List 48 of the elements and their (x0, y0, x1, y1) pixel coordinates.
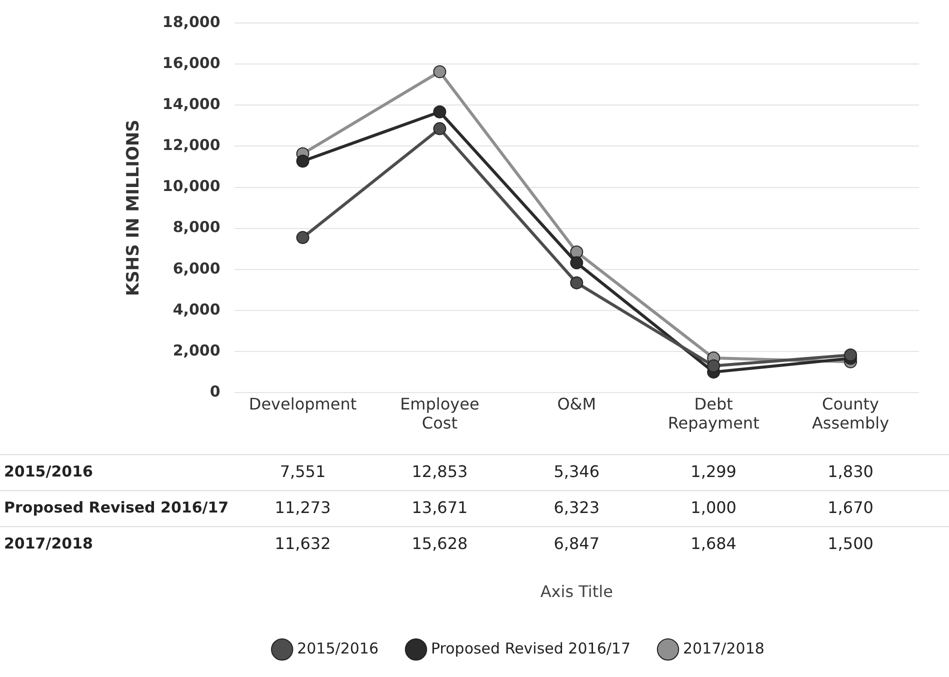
y-tick-label: 4,000 (172, 300, 220, 318)
x-tick-label: Development (248, 394, 357, 414)
data-label: 15,628 (412, 534, 468, 553)
data-label: 1,684 (690, 534, 736, 553)
x-tick-label: Employee Cost (400, 394, 480, 433)
y-axis-title: KSHS IN MILLIONS (124, 120, 144, 296)
y-tick-label: 6,000 (172, 259, 220, 278)
point (433, 105, 446, 118)
data-label: 1,670 (828, 498, 874, 517)
data-label: 13,671 (412, 498, 468, 517)
point (433, 122, 446, 136)
y-tick-label: 12,000 (162, 136, 220, 154)
text: 2017/2018 (4, 534, 93, 552)
y-tick-label: 18,000 (162, 12, 220, 31)
x-tick-label: O&M (557, 394, 596, 414)
data-label: 12,853 (412, 462, 468, 481)
data-label: 5,346 (554, 462, 600, 481)
data-label: 6,323 (554, 498, 600, 517)
point (570, 256, 584, 270)
y-tick-label: 0 (210, 382, 220, 400)
data-label: 1,500 (828, 534, 874, 553)
y-tick-label: 10,000 (162, 177, 220, 196)
point (296, 231, 310, 244)
text: Axis Title (540, 582, 613, 601)
y-tick-label: 16,000 (162, 54, 220, 72)
data-label: 1,830 (828, 462, 874, 481)
point (570, 276, 584, 290)
y-tick-label: 14,000 (162, 95, 220, 114)
legend-label: 2017/2018 (683, 639, 764, 658)
data-label: 6,847 (554, 534, 600, 553)
text: 2015/2016 (4, 462, 93, 480)
data-label: 11,273 (274, 498, 331, 517)
x-tick-label: Debt Repayment (668, 394, 760, 433)
y-tick-label: 2,000 (172, 341, 220, 360)
data-label: 11,632 (274, 534, 331, 553)
text: Proposed Revised 2016/17 (4, 498, 229, 516)
x-tick-label: County Assembly (812, 394, 890, 433)
y-tick-label: 8,000 (172, 218, 220, 236)
point (296, 154, 310, 168)
legend-label: Proposed Revised 2016/17 (431, 639, 630, 658)
point (844, 348, 858, 362)
data-label: 7,551 (280, 462, 326, 481)
point (433, 65, 446, 78)
point (570, 246, 584, 259)
point (707, 359, 720, 372)
data-label: 1,000 (690, 498, 736, 517)
legend-label: 2015/2016 (297, 639, 379, 658)
data-label: 1,299 (690, 462, 736, 481)
